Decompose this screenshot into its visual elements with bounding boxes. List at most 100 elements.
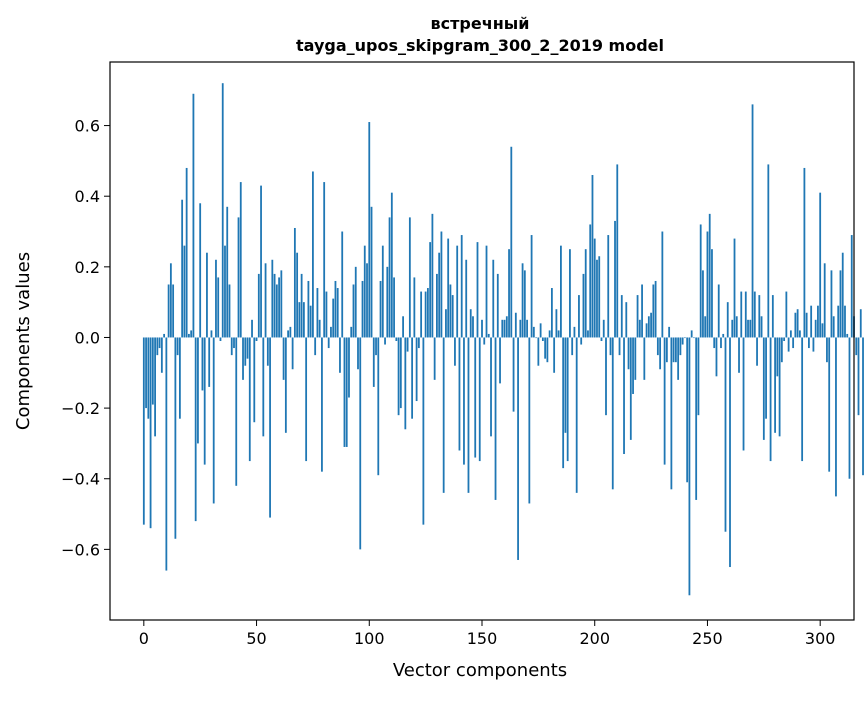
bar xyxy=(314,337,317,356)
bar xyxy=(796,309,799,338)
bar xyxy=(485,245,488,338)
bar xyxy=(273,273,276,338)
bar xyxy=(798,330,801,338)
bar xyxy=(767,164,770,338)
y-tick-label: −0.6 xyxy=(61,540,100,559)
y-tick-label: 0.0 xyxy=(75,328,100,347)
bar xyxy=(384,337,386,345)
bar xyxy=(575,337,578,493)
bar xyxy=(406,337,409,352)
bar xyxy=(731,319,734,338)
bar xyxy=(699,224,702,338)
bar xyxy=(451,295,454,338)
bar xyxy=(618,337,621,356)
bar xyxy=(616,164,619,338)
bar xyxy=(472,316,474,338)
bar xyxy=(548,330,551,338)
bar xyxy=(674,337,677,363)
bar xyxy=(684,337,686,339)
bar xyxy=(431,213,434,338)
bar xyxy=(677,337,680,380)
bar xyxy=(848,337,851,479)
bar xyxy=(634,337,637,380)
bar xyxy=(381,245,384,338)
bar xyxy=(316,288,319,338)
bar xyxy=(573,326,576,338)
y-axis-ticks: −0.6 −0.4 −0.2 0.0 0.2 0.4 0.6 xyxy=(61,117,110,559)
bar xyxy=(366,263,368,338)
bar xyxy=(492,259,495,338)
bar xyxy=(726,302,729,338)
bar xyxy=(481,319,483,338)
bar xyxy=(780,337,783,363)
bar xyxy=(607,235,610,338)
bar xyxy=(158,337,161,349)
bar xyxy=(494,337,497,500)
bar xyxy=(176,337,179,356)
x-tick-label: 150 xyxy=(467,629,498,648)
bar xyxy=(393,277,395,338)
bar xyxy=(262,337,265,437)
x-tick-label: 200 xyxy=(579,629,610,648)
x-axis-label: Vector components xyxy=(393,660,567,681)
bar xyxy=(810,305,813,338)
bar xyxy=(397,337,400,416)
bar xyxy=(738,337,740,373)
bar xyxy=(623,337,625,455)
bar xyxy=(456,245,459,338)
bar xyxy=(293,227,296,338)
bar xyxy=(787,337,790,352)
bar xyxy=(514,312,517,338)
bar xyxy=(591,175,594,338)
bar xyxy=(163,333,166,338)
bar xyxy=(233,337,235,349)
bar xyxy=(792,337,795,349)
bar xyxy=(404,337,407,430)
bar xyxy=(269,337,271,518)
bar xyxy=(785,291,788,338)
bar xyxy=(474,337,477,458)
bar xyxy=(530,235,533,338)
bar xyxy=(377,337,380,476)
bar xyxy=(835,337,837,497)
bar xyxy=(654,280,657,338)
bar xyxy=(203,337,206,465)
bar xyxy=(181,199,184,338)
bar xyxy=(463,337,465,465)
bar xyxy=(756,337,758,366)
bar xyxy=(735,316,738,338)
y-axis-label: Components values xyxy=(13,252,34,430)
bar xyxy=(499,337,501,384)
bar xyxy=(395,337,398,341)
bar xyxy=(855,337,858,356)
bar xyxy=(307,280,310,338)
x-tick-label: 100 xyxy=(354,629,385,648)
bar xyxy=(454,337,456,366)
bar xyxy=(375,337,377,356)
bar xyxy=(287,330,290,338)
bar xyxy=(645,323,648,338)
bar xyxy=(370,206,373,338)
bar xyxy=(638,319,641,338)
bar xyxy=(224,245,226,338)
bar xyxy=(275,284,278,338)
bar xyxy=(197,337,199,444)
bar xyxy=(600,337,603,341)
bar xyxy=(341,231,344,338)
bar xyxy=(582,273,585,338)
chart-subtitle: tayga_upos_skipgram_300_2_2019 model xyxy=(296,36,664,55)
bar xyxy=(147,337,150,419)
bar xyxy=(566,337,569,462)
bar xyxy=(165,337,168,571)
bar xyxy=(521,263,524,338)
bar xyxy=(812,337,815,352)
bar xyxy=(325,291,328,338)
bar xyxy=(749,319,752,338)
bar xyxy=(826,337,828,363)
bar xyxy=(706,231,709,338)
bar xyxy=(230,337,233,356)
bar xyxy=(289,326,292,338)
bar xyxy=(589,224,592,338)
bar xyxy=(569,249,571,338)
bar xyxy=(580,337,583,345)
